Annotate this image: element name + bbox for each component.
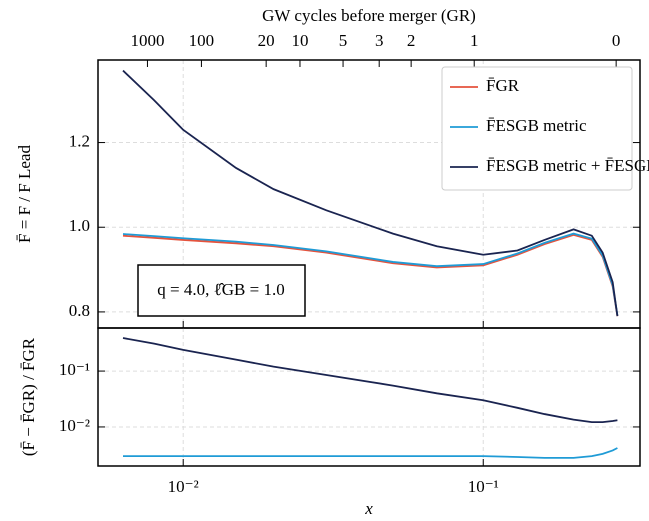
y-tick-label: 1.2 [69, 131, 90, 150]
series-line [122, 69, 619, 317]
x-tick-label: 10⁻² [168, 477, 199, 496]
x2-tick-label: 2 [407, 31, 416, 50]
legend-label: F̄ESGB metric + F̄ESGB scalar [486, 156, 649, 175]
plot-frame [97, 327, 641, 467]
y-axis-label: (F̄ − F̄GR) / F̄GR [19, 337, 38, 456]
legend-box [441, 66, 633, 191]
y-tick-label: 10⁻² [59, 416, 90, 435]
legend-label: F̄ESGB metric [486, 116, 587, 135]
x2-tick-label: 5 [339, 31, 348, 50]
y-tick-label: 1.0 [69, 216, 90, 235]
x-axis-label: x [364, 499, 373, 518]
series-line [122, 232, 619, 316]
y-axis-label: F̄ = F / F Lead [15, 145, 34, 243]
y-tick-label: 10⁻¹ [59, 360, 90, 379]
x2-tick-label: 0 [612, 31, 621, 50]
x2-tick-label: 1 [470, 31, 479, 50]
annotation-box [137, 264, 306, 317]
x2-tick-label: 100 [189, 31, 215, 50]
x-tick-label: 10⁻¹ [468, 477, 499, 496]
x2-tick-label: 10 [291, 31, 308, 50]
series-line [123, 447, 618, 459]
x2-tick-label: 1000 [130, 31, 164, 50]
x2-axis-label: GW cycles before merger (GR) [262, 6, 476, 25]
y-tick-label: 0.8 [69, 301, 90, 320]
legend-label: F̄GR [486, 76, 520, 95]
x2-tick-label: 20 [258, 31, 275, 50]
annotation: q = 4.0, ℓ̂GB = 1.0 [157, 280, 284, 299]
x2-tick-label: 3 [375, 31, 384, 50]
series-line [122, 337, 618, 424]
